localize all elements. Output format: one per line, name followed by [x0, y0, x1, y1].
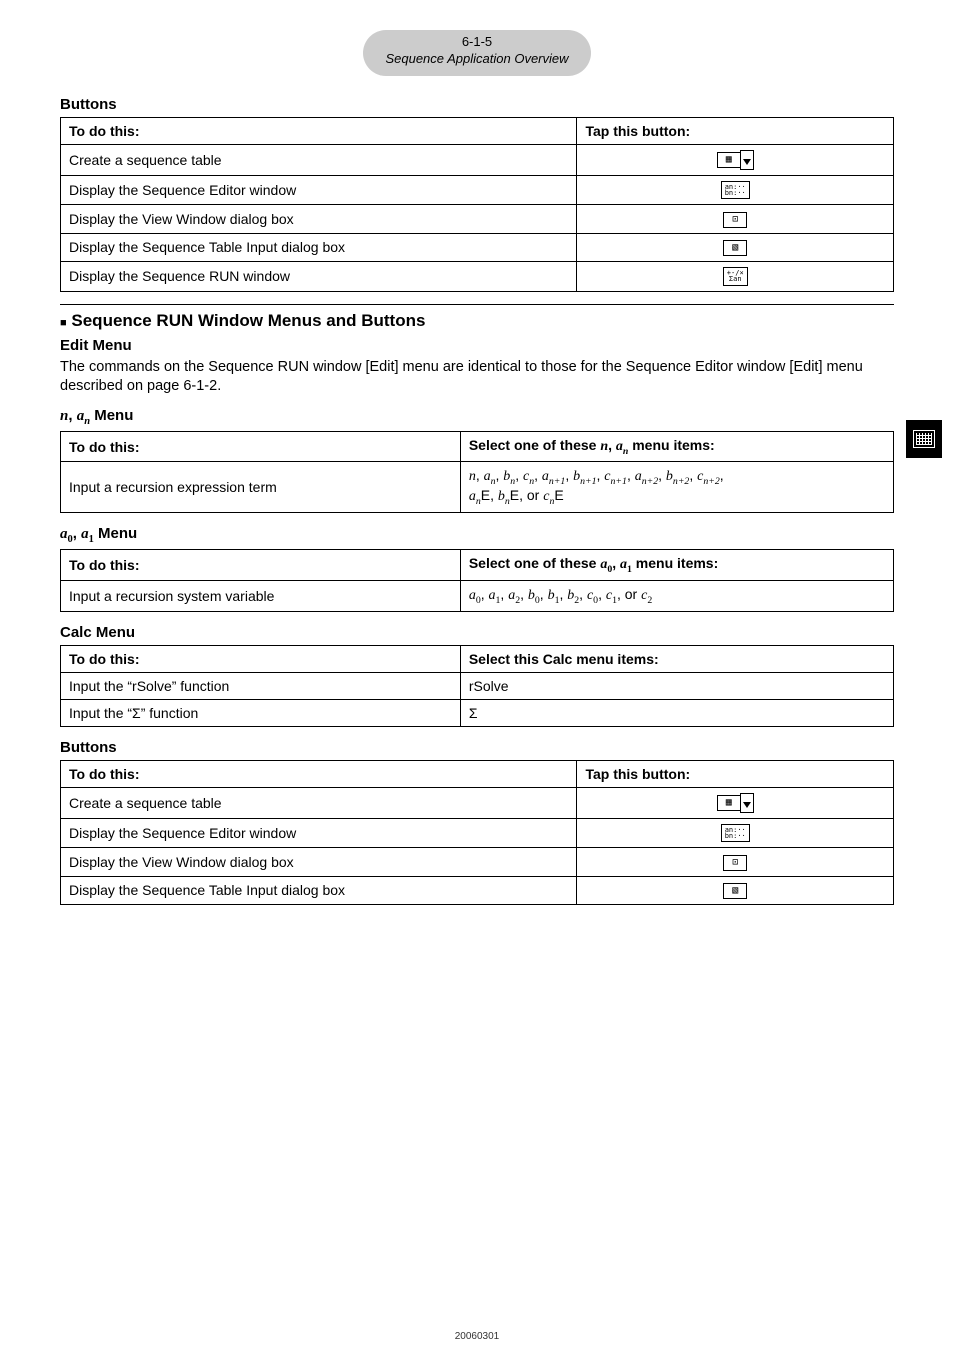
table-row: Display the Sequence Table Input dialog …: [61, 876, 894, 904]
tableinput-icon[interactable]: ▧: [723, 883, 747, 899]
a0a1-col1: To do this:: [61, 550, 461, 581]
row-label: Display the Sequence Table Input dialog …: [61, 876, 577, 904]
row-label: Create a sequence table: [61, 787, 577, 818]
table-row: Display the Sequence Table Input dialog …: [61, 233, 894, 261]
calc-r2c1: Input the “Σ” function: [61, 699, 461, 726]
nan-col2: Select one of these n, an menu items:: [460, 431, 893, 462]
nan-row-label: Input a recursion expression term: [61, 462, 461, 513]
buttons2-table: To do this: Tap this button: Create a se…: [60, 760, 894, 905]
edit-menu-heading: Edit Menu: [60, 337, 894, 354]
table-row: Create a sequence table ▦: [61, 144, 894, 175]
a0a1-col2: Select one of these a0, a1 menu items:: [460, 550, 893, 581]
run-title-text: Sequence RUN Window Menus and Buttons: [71, 311, 425, 330]
viewwindow-icon[interactable]: ⊡: [723, 212, 747, 228]
buttons1-col2: Tap this button:: [577, 117, 894, 144]
nan-suffix: Menu: [90, 407, 133, 424]
table-row: Display the Sequence Editor window an:··…: [61, 818, 894, 848]
calc-r2c2: Σ: [460, 699, 893, 726]
table-row: Input a recursion expression term n, an,…: [61, 462, 894, 513]
run-section-title: ■ Sequence RUN Window Menus and Buttons: [60, 311, 894, 331]
row-label: Display the Sequence Editor window: [61, 175, 577, 205]
buttons1-table: To do this: Tap this button: Create a se…: [60, 117, 894, 292]
row-label: Display the View Window dialog box: [61, 205, 577, 233]
chevron-down-icon[interactable]: [740, 150, 754, 170]
table-row: Create a sequence table ▦: [61, 787, 894, 818]
table-row: Display the Sequence RUN window +-/×Σan: [61, 261, 894, 291]
buttons2-heading: Buttons: [60, 739, 894, 756]
nan-row-items: n, an, bn, cn, an+1, bn+1, cn+1, an+2, b…: [460, 462, 893, 513]
table-row: Input the “Σ” function Σ: [61, 699, 894, 726]
a0a1-table: To do this: Select one of these a0, a1 m…: [60, 549, 894, 612]
grid-icon[interactable]: ▦: [717, 152, 741, 168]
edit-menu-body: The commands on the Sequence RUN window …: [60, 358, 894, 397]
chevron-down-icon[interactable]: [740, 793, 754, 813]
table-row: Display the View Window dialog box ⊡: [61, 205, 894, 233]
buttons2-col2: Tap this button:: [577, 760, 894, 787]
calc-menu-heading: Calc Menu: [60, 624, 894, 641]
square-bullet-icon: ■: [60, 317, 67, 329]
row-label: Create a sequence table: [61, 144, 577, 175]
a0a1-suffix: Menu: [94, 525, 137, 542]
calc-table: To do this: Select this Calc menu items:…: [60, 645, 894, 727]
table-row: Display the View Window dialog box ⊡: [61, 848, 894, 876]
anbn-icon[interactable]: an:··bn:··: [721, 181, 750, 200]
nan-menu-heading: n, an Menu: [60, 407, 894, 427]
buttons2-col1: To do this:: [61, 760, 577, 787]
footer-date: 20060301: [0, 1331, 954, 1342]
a0a1-menu-heading: a0, a1 Menu: [60, 525, 894, 545]
table-row: Input a recursion system variable a0, a1…: [61, 580, 894, 611]
run-icon[interactable]: +-/×Σan: [723, 267, 748, 286]
calc-r1c1: Input the “rSolve” function: [61, 672, 461, 699]
calculator-icon: [906, 420, 942, 458]
row-label: Display the Sequence Editor window: [61, 818, 577, 848]
nan-table: To do this: Select one of these n, an me…: [60, 431, 894, 513]
calc-r1c2: rSolve: [460, 672, 893, 699]
row-label: Display the Sequence Table Input dialog …: [61, 233, 577, 261]
a0a1-row-items: a0, a1, a2, b0, b1, b2, c0, c1, or c2: [460, 580, 893, 611]
viewwindow-icon[interactable]: ⊡: [723, 855, 747, 871]
header-pill: 6-1-5 Sequence Application Overview: [60, 30, 894, 76]
anbn-icon[interactable]: an:··bn:··: [721, 824, 750, 843]
row-label: Display the Sequence RUN window: [61, 261, 577, 291]
calc-col1: To do this:: [61, 645, 461, 672]
grid-icon[interactable]: ▦: [717, 795, 741, 811]
page-number: 6-1-5: [462, 34, 492, 49]
table-row: Input the “rSolve” function rSolve: [61, 672, 894, 699]
calc-col2: Select this Calc menu items:: [460, 645, 893, 672]
page-subtitle: Sequence Application Overview: [385, 51, 568, 66]
buttons1-heading: Buttons: [60, 96, 894, 113]
tableinput-icon[interactable]: ▧: [723, 240, 747, 256]
nan-col1: To do this:: [61, 431, 461, 462]
a0a1-row-label: Input a recursion system variable: [61, 580, 461, 611]
row-label: Display the View Window dialog box: [61, 848, 577, 876]
table-row: Display the Sequence Editor window an:··…: [61, 175, 894, 205]
buttons1-col1: To do this:: [61, 117, 577, 144]
divider: [60, 304, 894, 305]
